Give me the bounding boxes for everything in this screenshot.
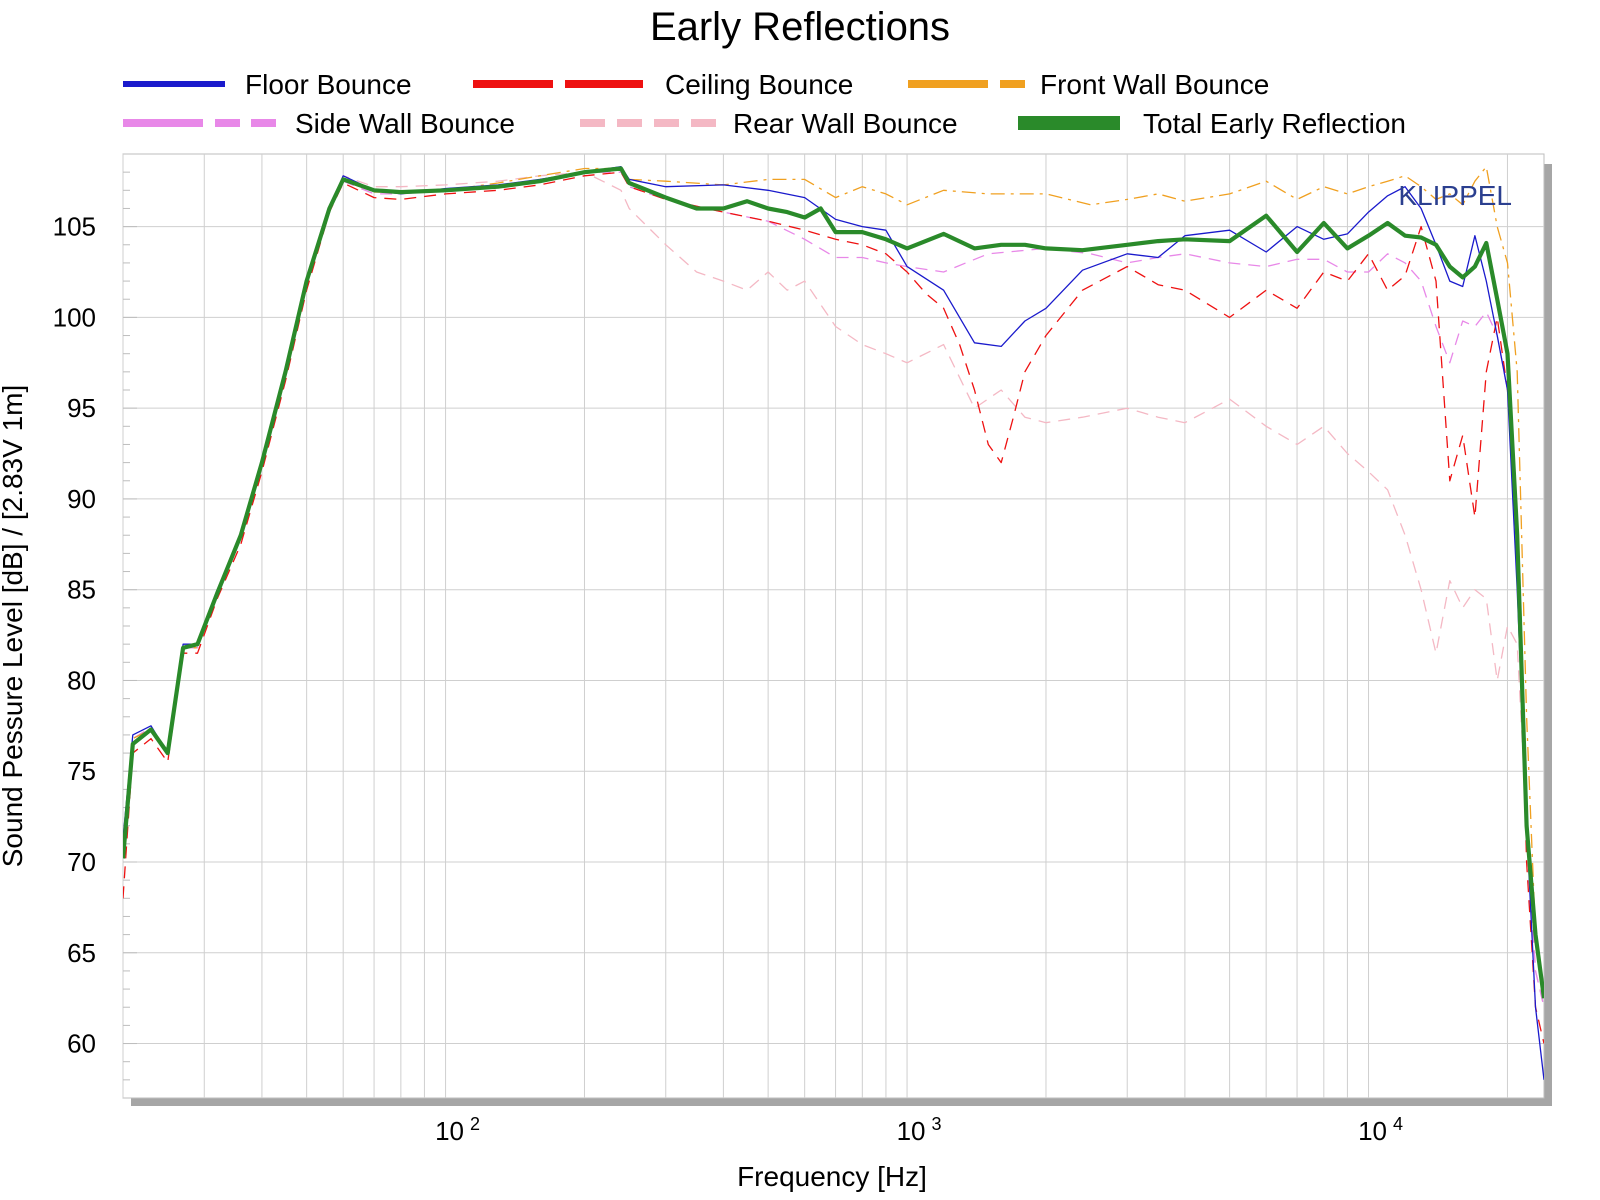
legend-label: Rear Wall Bounce	[733, 108, 958, 139]
legend-item-floor-bounce: Floor Bounce	[123, 69, 412, 100]
y-tick-label: 85	[67, 575, 96, 605]
legend-label: Ceiling Bounce	[665, 69, 853, 100]
legend-swatch	[1000, 80, 1025, 88]
legend-item-side-wall-bounce: Side Wall Bounce	[123, 108, 515, 139]
legend-swatch	[654, 119, 679, 127]
legend-label: Front Wall Bounce	[1040, 69, 1269, 100]
legend-swatch	[123, 119, 203, 127]
x-axis: 10 2 10 3 10 4	[435, 1114, 1403, 1146]
legend-label: Floor Bounce	[245, 69, 412, 100]
legend-swatch	[123, 81, 225, 87]
x-tick-label: 10 4	[1358, 1114, 1403, 1146]
y-axis-label: Sound Pessure Level [dB] / [2.83V 1m]	[0, 385, 28, 868]
series-line-ceiling-bounce	[123, 171, 1544, 1044]
x-tick-label: 10 3	[897, 1114, 942, 1146]
legend-swatch	[1018, 116, 1120, 130]
y-tick-label: 65	[67, 938, 96, 968]
y-tick-label: 95	[67, 393, 96, 423]
legend-swatch	[691, 119, 716, 127]
x-tick-label: 10 2	[435, 1114, 480, 1146]
series-layer	[123, 166, 1544, 1080]
legend-swatch	[565, 80, 643, 88]
series-line-rear-wall-bounce	[123, 171, 1544, 1008]
y-tick-label: 75	[67, 756, 96, 786]
y-tick-label: 60	[67, 1029, 96, 1059]
legend-swatch	[617, 119, 642, 127]
legend-item-total-early-reflection: Total Early Reflection	[1018, 108, 1406, 139]
series-line-total-early-reflection	[123, 166, 1544, 999]
y-tick-label: 90	[67, 484, 96, 514]
y-tick-label: 100	[53, 302, 96, 332]
chart-title: Early Reflections	[650, 5, 950, 49]
legend-label: Side Wall Bounce	[295, 108, 515, 139]
klippel-brand: KLIPPEL	[1398, 180, 1512, 211]
legend-item-rear-wall-bounce: Rear Wall Bounce	[580, 108, 958, 139]
legend-item-front-wall-bounce: Front Wall Bounce	[908, 69, 1269, 100]
legend-label: Total Early Reflection	[1143, 108, 1406, 139]
legend-swatch	[908, 80, 988, 88]
legend-swatch	[473, 80, 553, 88]
y-axis: 60 65 70 75 80 85 90 95 100 105	[53, 171, 137, 1081]
series-line-side-wall-bounce	[123, 171, 1544, 1008]
y-tick-label: 105	[53, 212, 96, 242]
legend: Floor Bounce Ceiling Bounce Front Wall Bou…	[123, 69, 1406, 139]
y-tick-label: 70	[67, 847, 96, 877]
legend-swatch	[215, 119, 240, 127]
legend-swatch	[251, 119, 276, 127]
legend-swatch	[580, 119, 605, 127]
x-axis-label: Frequency [Hz]	[737, 1161, 927, 1192]
legend-item-ceiling-bounce: Ceiling Bounce	[473, 69, 853, 100]
plot-area	[122, 153, 1545, 1099]
y-tick-label: 80	[67, 665, 96, 695]
grid	[122, 154, 1544, 1098]
